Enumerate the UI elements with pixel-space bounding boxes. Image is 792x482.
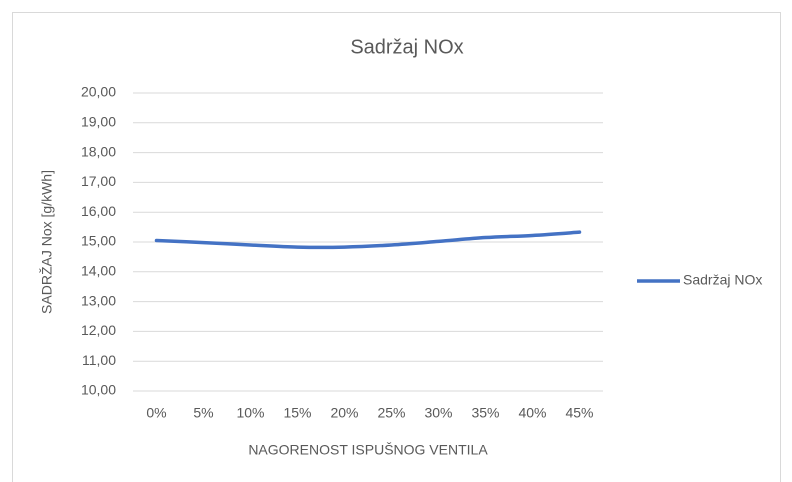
y-tick-label: 10,00: [81, 382, 116, 398]
y-tick-label: 13,00: [81, 292, 116, 308]
y-tick-label: 17,00: [81, 173, 116, 189]
data-line: [154, 230, 582, 250]
x-tick-label: 35%: [471, 405, 499, 421]
x-tick-label: 15%: [283, 405, 311, 421]
legend-label: Sadržaj NOx: [683, 272, 762, 288]
y-tick-label: 18,00: [81, 143, 116, 159]
x-tick-label: 30%: [424, 405, 452, 421]
y-tick-label: 11,00: [82, 352, 116, 368]
x-tick-label: 45%: [565, 405, 593, 421]
chart-border: [12, 12, 781, 482]
y-tick-label: 12,00: [81, 322, 116, 338]
x-tick-label: 25%: [377, 405, 405, 421]
x-tick-label: 10%: [236, 405, 264, 421]
chart-title: Sadržaj NOx: [350, 36, 463, 58]
y-tick-label: 14,00: [81, 263, 116, 279]
y-tick-label: 15,00: [81, 233, 116, 249]
x-tick-label: 40%: [518, 405, 546, 421]
y-tick-label: 16,00: [81, 203, 116, 219]
x-tick-label: 0%: [146, 405, 166, 421]
x-tick-label: 5%: [193, 405, 213, 421]
x-tick-label: 20%: [330, 405, 358, 421]
y-tick-label: 19,00: [81, 114, 116, 130]
y-axis-label: SADRŽAJ Nox [g/kWh]: [39, 170, 55, 314]
y-tick-label: 20,00: [81, 84, 116, 100]
x-axis-label: NAGORENOST ISPUŠNOG VENTILA: [248, 442, 488, 458]
